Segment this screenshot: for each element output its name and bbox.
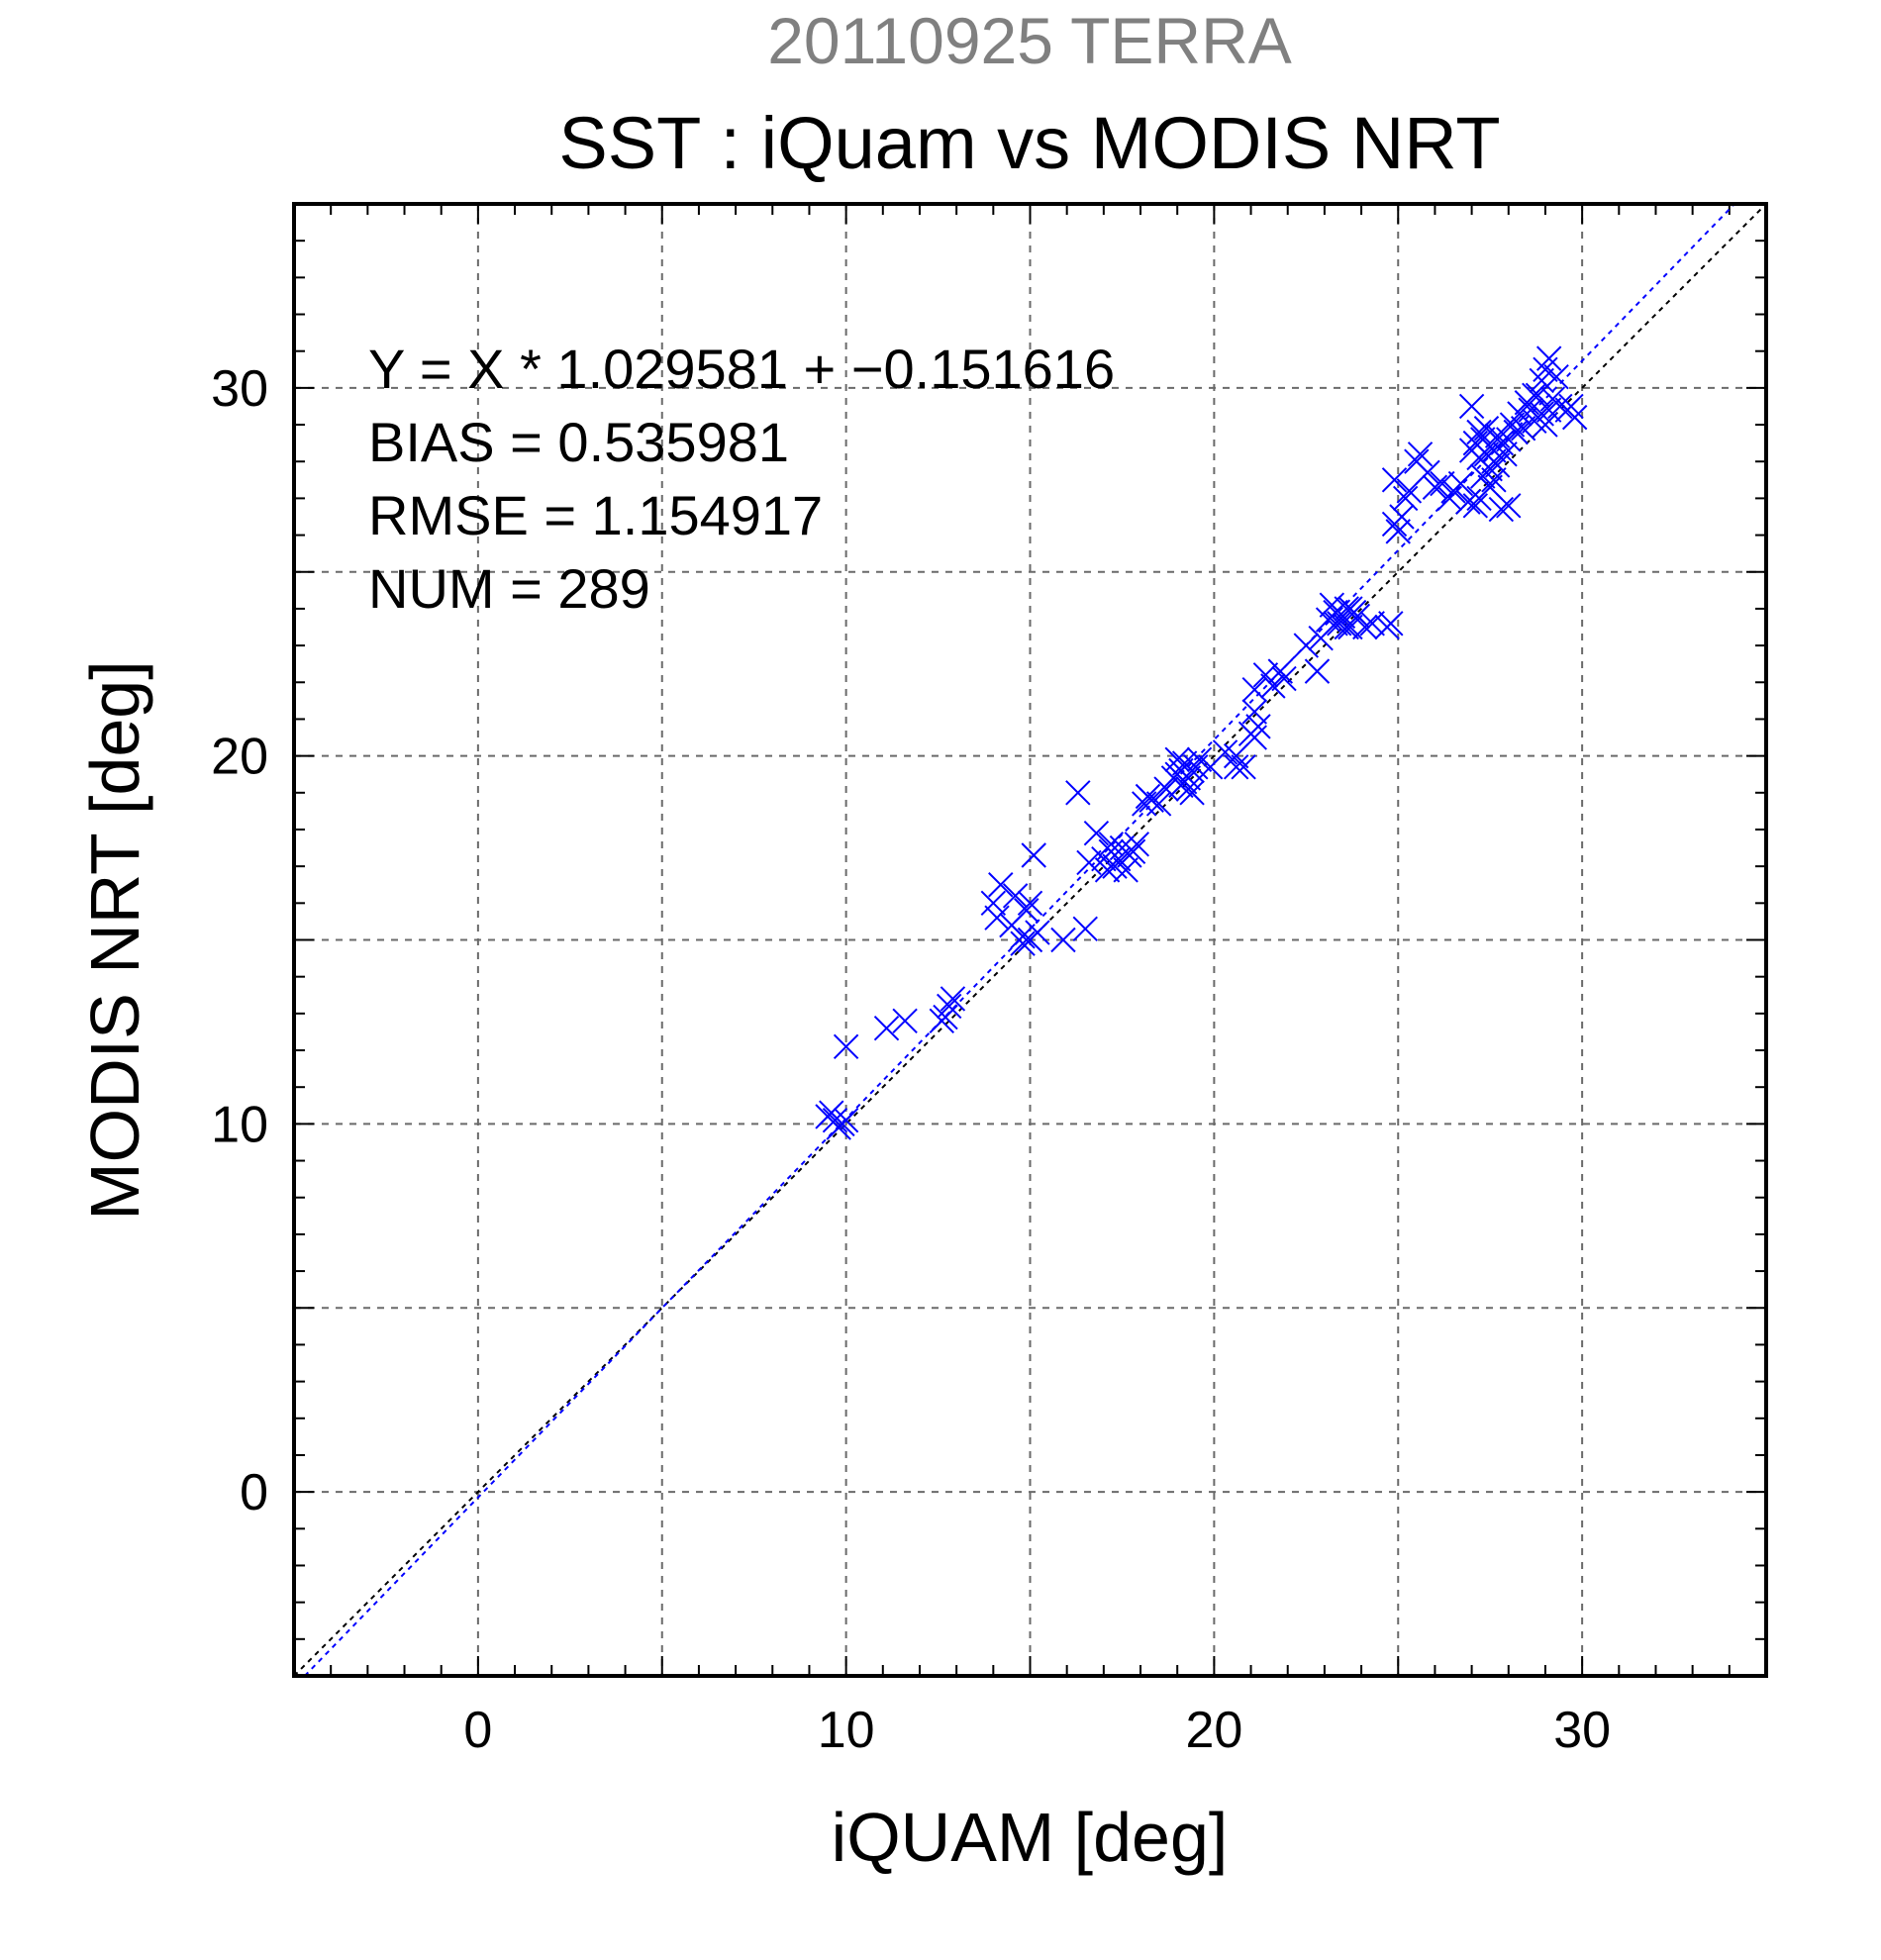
data-point <box>1378 611 1404 637</box>
data-point <box>1430 470 1455 497</box>
x-axis-label: iQUAM [deg] <box>832 1799 1229 1876</box>
data-point <box>1076 849 1102 876</box>
data-point <box>1392 485 1419 512</box>
data-point <box>1135 783 1161 810</box>
data-point <box>1352 614 1378 640</box>
data-point <box>1260 673 1286 699</box>
data-point <box>1293 633 1320 658</box>
data-point <box>1458 393 1485 420</box>
data-point <box>1462 493 1489 519</box>
data-point <box>1535 397 1562 423</box>
plot-frame <box>292 202 1768 1678</box>
data-point <box>1186 746 1213 773</box>
x-tick-label: 10 <box>818 1702 875 1759</box>
y-tick-labels: 0 10 20 30 <box>211 360 268 1521</box>
chart-title: 20110925 TERRA <box>767 4 1292 77</box>
data-point <box>1271 665 1297 692</box>
bias-text: BIAS = 0.535981 <box>368 411 789 473</box>
data-point <box>1231 754 1256 780</box>
data-point <box>1050 927 1076 953</box>
data-point <box>980 890 1007 917</box>
x-tick-label: 20 <box>1185 1702 1242 1759</box>
data-point <box>1072 916 1098 942</box>
x-tick-labels: 0 10 20 30 <box>463 1702 1611 1759</box>
rmse-text: RMSE = 1.154917 <box>368 484 823 546</box>
data-point <box>1447 470 1474 497</box>
y-tick-label: 30 <box>211 360 268 418</box>
data-point <box>1267 658 1293 684</box>
data-point <box>1492 441 1518 467</box>
data-point <box>1153 776 1179 802</box>
data-point <box>1484 452 1511 478</box>
data-point <box>1543 364 1569 390</box>
data-point <box>933 1004 958 1030</box>
data-point <box>892 1008 918 1033</box>
data-point <box>1535 345 1562 371</box>
chart-subtitle: SST : iQuam vs MODIS NRT <box>558 102 1500 184</box>
y-tick-label: 20 <box>211 729 268 786</box>
data-point <box>1241 699 1267 725</box>
y-tick-label: 10 <box>211 1096 268 1153</box>
data-point <box>1002 883 1029 909</box>
data-point <box>1010 931 1036 956</box>
data-point <box>1010 924 1036 949</box>
y-tick-label: 0 <box>240 1464 268 1521</box>
data-points <box>815 345 1588 1140</box>
data-point <box>988 872 1014 898</box>
x-tick-label: 30 <box>1553 1702 1611 1759</box>
data-point <box>1120 838 1146 864</box>
data-point <box>1359 611 1385 637</box>
data-point <box>1337 596 1363 622</box>
data-point <box>1017 890 1043 917</box>
data-point <box>1496 493 1522 519</box>
y-axis-label: MODIS NRT [deg] <box>76 660 153 1220</box>
data-point <box>826 1115 851 1140</box>
data-point <box>833 1033 859 1060</box>
data-point <box>1304 658 1331 684</box>
data-point <box>1510 416 1536 441</box>
data-point <box>1558 393 1584 420</box>
data-point <box>1488 496 1515 523</box>
data-point <box>1065 780 1091 806</box>
data-point <box>1407 441 1434 467</box>
stats-annotation: Y = X * 1.029581 + −0.151616 BIAS = 0.53… <box>368 338 1115 620</box>
count-text: NUM = 289 <box>368 557 650 620</box>
data-point <box>1113 857 1138 883</box>
data-point <box>1223 754 1249 780</box>
data-point <box>984 905 1010 931</box>
data-point <box>1021 842 1046 868</box>
data-point <box>1533 412 1558 438</box>
data-point <box>940 986 966 1012</box>
data-point <box>1171 768 1198 795</box>
data-point <box>1025 920 1050 945</box>
x-tick-label: 0 <box>463 1702 492 1759</box>
data-point <box>819 1100 844 1126</box>
data-point <box>1385 519 1411 544</box>
data-point <box>1145 791 1172 817</box>
data-point <box>1415 459 1440 486</box>
data-point <box>1481 467 1507 493</box>
data-point <box>1381 467 1408 493</box>
data-point <box>873 1016 900 1041</box>
data-point <box>1098 832 1124 857</box>
data-point <box>1124 832 1150 857</box>
data-point <box>1238 721 1264 747</box>
data-point <box>1083 820 1110 846</box>
data-point <box>822 1107 848 1133</box>
data-point <box>1179 780 1205 806</box>
fit-equation-text: Y = X * 1.029581 + −0.151616 <box>368 338 1115 400</box>
data-point <box>1014 898 1040 924</box>
